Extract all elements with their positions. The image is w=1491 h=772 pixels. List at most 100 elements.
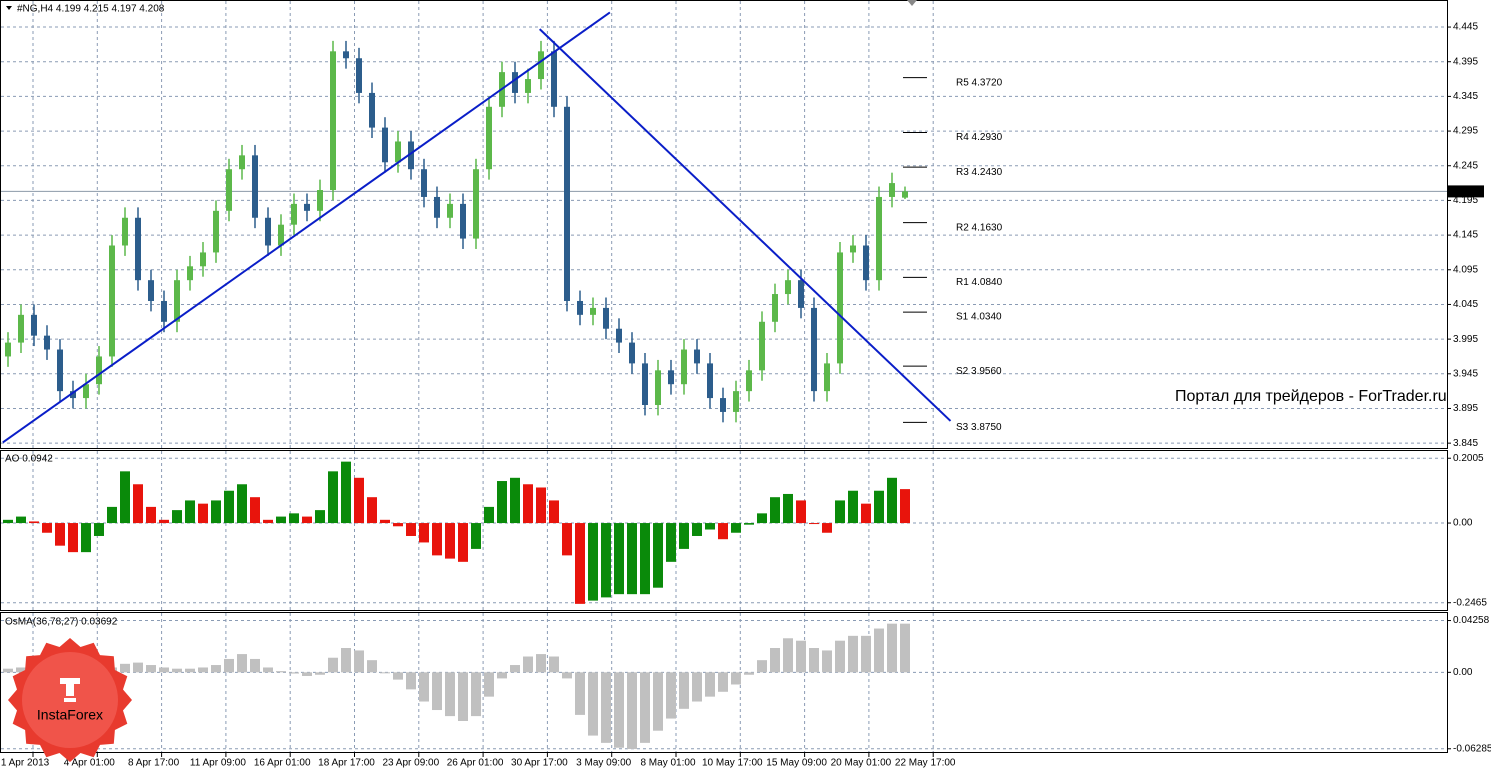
y-tick-label: 3.895: [1453, 403, 1478, 414]
osma-bar: [380, 672, 390, 674]
ao-bar: [484, 506, 494, 524]
trendline: [539, 28, 952, 422]
candle-body: [83, 384, 89, 399]
osma-bar: [796, 640, 806, 673]
osma-bar: [575, 672, 585, 715]
candle-body: [70, 391, 76, 399]
osma-bar: [484, 672, 494, 697]
x-tick-label: 8 May 01:00: [640, 758, 695, 769]
osma-bar: [809, 648, 819, 673]
pivot-label: S1 4.0340: [956, 312, 1002, 323]
x-tick-label: 30 Apr 17:00: [511, 758, 568, 769]
osma-bar: [653, 672, 663, 731]
osma-bar: [172, 668, 182, 673]
ao-bar: [549, 500, 559, 524]
shift-marker: [907, 0, 917, 6]
candle-body: [369, 92, 375, 128]
candle-body: [850, 245, 856, 253]
ao-bar: [276, 516, 286, 524]
ao-bar: [146, 506, 156, 524]
ao-bar: [588, 523, 598, 601]
candle-body: [252, 155, 258, 218]
osma-bar: [861, 635, 871, 673]
ao-bar: [94, 523, 104, 536]
osma-bar: [536, 654, 546, 673]
y-tick-label: 4.245: [1453, 160, 1478, 171]
x-tick-label: 20 May 01:00: [831, 758, 892, 769]
candle-body: [96, 356, 102, 385]
ao-bar: [822, 523, 832, 533]
candle-body: [473, 169, 479, 239]
candle-body: [551, 51, 557, 107]
ao-bar: [835, 500, 845, 524]
x-tick-label: 11 Apr 09:00: [190, 758, 246, 769]
osma-bar: [900, 623, 910, 673]
watermark: Портал для трейдеров - ForTrader.ru: [1175, 388, 1447, 405]
candle-body: [785, 280, 791, 295]
logo-icon: [60, 678, 80, 702]
ao-bar: [614, 523, 624, 595]
candle-body: [421, 169, 427, 197]
candle-body: [681, 349, 687, 385]
ao-bar: [380, 519, 390, 524]
osma-bar: [705, 672, 715, 697]
candle-body: [538, 51, 544, 80]
pivot-label: S2 3.9560: [956, 366, 1002, 377]
ao-bar: [185, 500, 195, 524]
osma-bar: [3, 668, 13, 673]
osma-bar: [445, 672, 455, 717]
x-tick-label: 3 May 09:00: [576, 758, 631, 769]
ao-bar: [731, 523, 741, 533]
osma-bar: [692, 672, 702, 702]
osma-bar: [601, 672, 611, 743]
x-tick-label: 22 May 17:00: [895, 758, 956, 769]
ao-bar: [718, 523, 728, 540]
candle-body: [837, 252, 843, 364]
osma-bar: [497, 672, 507, 679]
ao-label: AO 0.0942: [5, 454, 53, 465]
candle-body: [265, 217, 271, 246]
ao-bar: [458, 523, 468, 562]
y-tick-label: 4.395: [1453, 56, 1478, 67]
ao-bar: [393, 523, 403, 527]
candle-body: [200, 252, 206, 267]
pivot-label: R5 4.3720: [956, 77, 1003, 88]
ao-bar: [783, 493, 793, 524]
ao-bar: [16, 516, 26, 524]
ao-bar: [133, 484, 143, 524]
candle-body: [5, 342, 11, 357]
ao-bar: [796, 500, 806, 524]
candle-body: [720, 398, 726, 412]
ao-bar: [289, 513, 299, 524]
ao-bar: [809, 523, 819, 525]
osma-bar: [354, 650, 364, 673]
ao-bar: [263, 519, 273, 524]
y-tick-label: -0.2465: [1453, 597, 1487, 608]
candle-body: [512, 72, 518, 93]
candle-body: [161, 300, 167, 322]
osma-bar: [224, 658, 234, 673]
ao-bar: [68, 523, 78, 553]
ao-bar: [81, 523, 91, 553]
ao-bar: [354, 477, 364, 524]
candle-body: [57, 349, 63, 392]
current-price-box: [1448, 185, 1484, 198]
osma-bar: [887, 623, 897, 673]
ao-bar: [120, 471, 130, 524]
pivot-label: R1 4.0840: [956, 277, 1003, 288]
candle-body: [239, 155, 245, 170]
ao-bar: [471, 523, 481, 549]
x-tick-label: 26 Apr 01:00: [447, 758, 504, 769]
ao-bar: [107, 506, 117, 524]
ao-bar: [848, 490, 858, 524]
y-tick-label: 4.045: [1453, 299, 1478, 310]
y-tick-label: 3.995: [1453, 334, 1478, 345]
candle-body: [395, 141, 401, 163]
osma-bar: [627, 672, 637, 749]
ao-bar: [562, 523, 572, 556]
y-tick-label: 0.00: [1453, 518, 1473, 529]
ao-bar: [315, 510, 325, 524]
pivot-label: R4 4.2930: [956, 132, 1003, 143]
candle-body: [486, 106, 492, 170]
candle-body: [655, 370, 661, 406]
